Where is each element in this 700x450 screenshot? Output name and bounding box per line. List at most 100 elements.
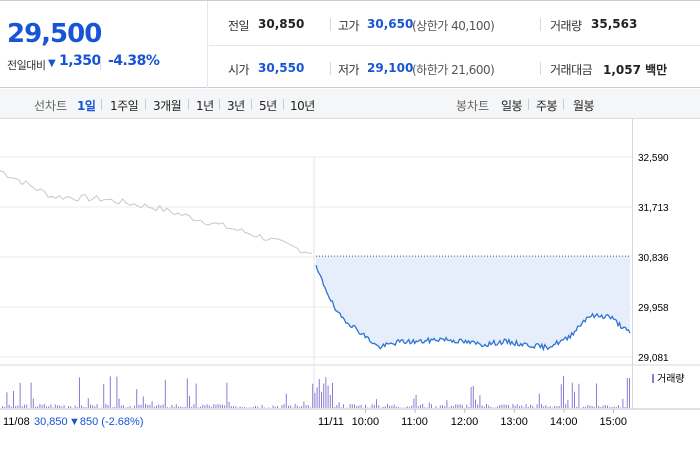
tab-1-week[interactable]: 1주일: [110, 99, 139, 113]
volume-bar: [574, 391, 575, 408]
volume-bar: [57, 405, 58, 408]
volume-bar: [389, 405, 391, 408]
upper-limit: (상한가 40,100): [412, 19, 495, 33]
today-price-line: [315, 265, 631, 352]
volume-bar: [547, 407, 549, 408]
volume-bar: [129, 406, 131, 408]
volume-bar: [94, 406, 96, 408]
volume-bar: [318, 379, 320, 408]
volume-bar: [189, 396, 190, 408]
volume-bar: [552, 407, 553, 408]
today-date-label: 11/11: [318, 416, 344, 428]
volume-bar: [611, 407, 613, 408]
volume-bar: [43, 404, 45, 408]
volume-bar: [235, 406, 237, 408]
tab-1-year[interactable]: 1년: [196, 99, 214, 113]
volume-bar: [415, 394, 417, 408]
volume-bar: [329, 395, 331, 408]
volume-bar: [288, 405, 289, 408]
tab-daily-candle[interactable]: 일봉: [501, 99, 523, 113]
chart-period-tabs: 선차트 1일 1주일 3개월 1년 3년 5년 10년 봉차트 일봉 주봉 월봉: [0, 89, 700, 119]
tab-1-day[interactable]: 1일: [77, 99, 96, 113]
down-arrow-icon: ▼: [48, 58, 56, 69]
volume-bar: [486, 404, 487, 408]
volume-bar: [448, 407, 450, 408]
volume-bar: [301, 405, 303, 408]
tab-5-years[interactable]: 5년: [259, 99, 277, 113]
y-tick-label: 29,958: [638, 303, 669, 314]
tab-3-months[interactable]: 3개월: [153, 99, 182, 113]
volume-bar: [435, 406, 437, 408]
volume-bar: [332, 382, 333, 408]
tab-weekly-candle[interactable]: 주봉: [536, 99, 558, 113]
open-label: 시가: [228, 63, 250, 77]
volume-bar: [261, 404, 263, 408]
amount-label: 거래대금: [550, 63, 593, 77]
volume-bar: [466, 404, 468, 408]
volume-bar: [87, 398, 89, 408]
volume-bar: [477, 404, 479, 408]
volume-bar: [376, 399, 377, 408]
volume-bar: [589, 405, 591, 408]
tab-10-years[interactable]: 10년: [290, 99, 315, 113]
volume-bar: [461, 404, 463, 408]
volume-bar: [138, 404, 140, 408]
volume-bars: [2, 375, 630, 408]
volume-bar: [160, 405, 162, 408]
intraday-price-chart[interactable]: 32,590 31,713 30,836 29,958 29,081 10:00 11:0…: [0, 119, 700, 450]
volume-bar: [226, 382, 228, 408]
volume-bar: [167, 407, 168, 408]
volume-bar: [120, 405, 122, 408]
volume-bar: [118, 398, 120, 408]
volume-bar: [615, 407, 617, 408]
volume-bar: [349, 404, 351, 408]
volume-bar: [340, 407, 342, 408]
volume-bar: [191, 406, 193, 408]
volume-bar: [391, 405, 393, 408]
x-tick-label: 12:00: [451, 416, 479, 428]
divider: [540, 18, 541, 31]
volume-bar: [578, 383, 580, 408]
volume-bar: [585, 406, 586, 408]
stats-divider: [209, 45, 700, 46]
volume-bar: [604, 405, 606, 408]
x-tick-label: 13:00: [500, 416, 528, 428]
volume-bar: [455, 404, 457, 408]
volume-bar: [211, 406, 212, 408]
volume-bar: [457, 404, 459, 408]
volume-bar: [202, 404, 204, 408]
change-value: 1,350: [59, 53, 101, 69]
divider: [251, 99, 252, 110]
tab-monthly-candle[interactable]: 월봉: [573, 99, 595, 113]
chart-grid: [0, 119, 700, 410]
y-tick-label: 30,836: [638, 253, 669, 264]
volume-bar: [398, 406, 399, 408]
volume-bar: [450, 405, 452, 408]
volume-bar: [411, 405, 413, 408]
volume-bar: [314, 392, 316, 408]
volume-bar: [54, 404, 56, 408]
volume-bar: [428, 402, 430, 408]
volume-bar: [358, 405, 360, 408]
volume-bar: [413, 398, 415, 408]
volume-bar: [543, 406, 545, 408]
volume-bar: [565, 404, 567, 408]
volume-bar: [200, 406, 201, 408]
volume-bar: [90, 404, 91, 408]
volume-bar: [156, 405, 157, 408]
divider: [283, 99, 284, 110]
volume-bar: [13, 391, 14, 408]
volume-bar: [4, 406, 6, 408]
volume-bar: [488, 405, 490, 408]
tab-3-years[interactable]: 3년: [227, 99, 245, 113]
volume-bar: [178, 406, 179, 408]
volume-bar: [576, 406, 578, 408]
volume-bar: [61, 406, 63, 408]
low-label: 저가: [338, 63, 360, 77]
volume-bar: [327, 385, 329, 408]
volume-bar: [246, 407, 248, 408]
low-value: 29,100: [367, 61, 414, 75]
high-value: 30,650: [367, 17, 414, 31]
volume-bar: [195, 383, 197, 408]
volume-bar: [527, 406, 529, 408]
